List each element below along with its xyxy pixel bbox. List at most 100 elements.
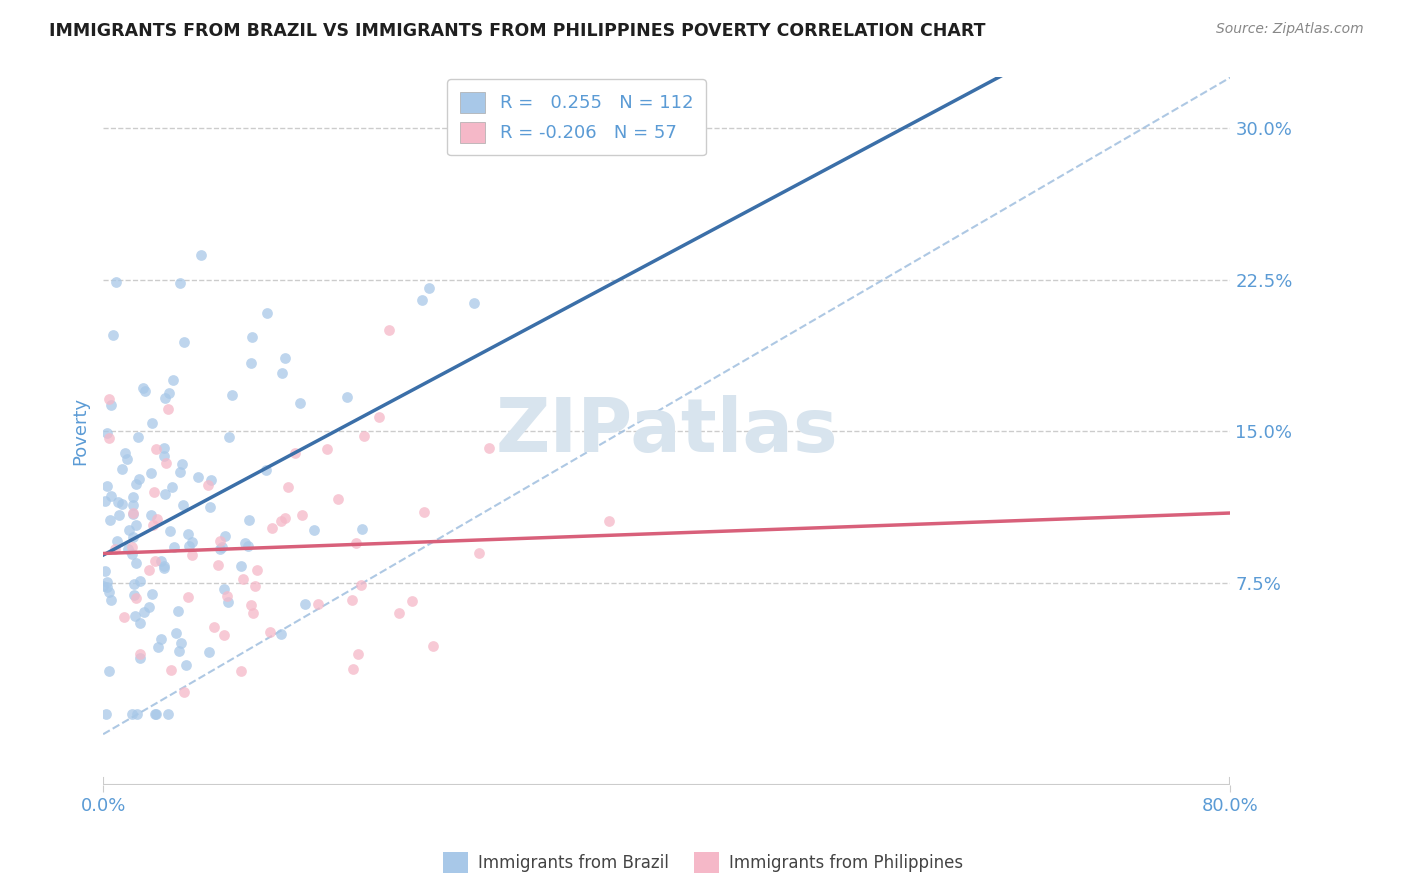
Point xyxy=(105,533,128,548)
Point xyxy=(239,599,262,613)
Point xyxy=(243,578,266,592)
Point xyxy=(198,645,221,659)
Text: IMMIGRANTS FROM BRAZIL VS IMMIGRANTS FROM PHILIPPINES POVERTY CORRELATION CHART: IMMIGRANTS FROM BRAZIL VS IMMIGRANTS FRO… xyxy=(49,22,986,40)
Point xyxy=(94,494,117,508)
Point xyxy=(124,518,146,533)
Point xyxy=(114,445,136,459)
Point xyxy=(208,541,231,556)
Point xyxy=(598,514,620,528)
Point xyxy=(422,640,444,654)
Point xyxy=(328,491,350,506)
Point xyxy=(167,644,190,658)
Point xyxy=(93,579,115,593)
Point xyxy=(413,505,436,519)
Point xyxy=(98,513,121,527)
Point xyxy=(232,572,254,586)
Point xyxy=(162,373,184,387)
Point xyxy=(240,356,263,370)
Point xyxy=(157,386,180,401)
Point xyxy=(254,463,277,477)
Point xyxy=(96,425,118,440)
Point xyxy=(307,598,329,612)
Point xyxy=(221,388,243,402)
Point xyxy=(155,456,177,470)
Point xyxy=(177,540,200,554)
Point xyxy=(166,604,188,618)
Point xyxy=(142,485,165,500)
Point xyxy=(150,554,173,568)
Point xyxy=(378,323,401,337)
Point xyxy=(153,561,176,575)
Point xyxy=(122,589,145,603)
Point xyxy=(122,576,145,591)
Point xyxy=(233,536,256,550)
Legend: Immigrants from Brazil, Immigrants from Philippines: Immigrants from Brazil, Immigrants from … xyxy=(436,846,970,880)
Point xyxy=(236,540,259,554)
Point xyxy=(187,470,209,484)
Point xyxy=(316,442,339,456)
Point xyxy=(401,594,423,608)
Point xyxy=(478,441,501,455)
Point xyxy=(111,462,134,476)
Point xyxy=(173,684,195,698)
Point xyxy=(121,547,143,561)
Point xyxy=(352,522,374,536)
Point xyxy=(197,478,219,492)
Point xyxy=(212,628,235,642)
Point xyxy=(105,275,128,289)
Point xyxy=(350,578,373,592)
Point xyxy=(96,479,118,493)
Point xyxy=(138,600,160,615)
Point xyxy=(169,276,191,290)
Point xyxy=(156,401,179,416)
Point xyxy=(242,606,264,620)
Point xyxy=(117,541,139,556)
Point xyxy=(240,330,263,344)
Point xyxy=(284,446,307,460)
Point xyxy=(107,508,129,522)
Point xyxy=(467,546,489,560)
Point xyxy=(128,651,150,665)
Point xyxy=(122,490,145,504)
Point xyxy=(169,465,191,479)
Point xyxy=(215,589,238,603)
Point xyxy=(200,473,222,487)
Point xyxy=(153,558,176,573)
Point xyxy=(181,548,204,562)
Point xyxy=(463,296,485,310)
Point xyxy=(127,429,149,443)
Point xyxy=(270,514,292,528)
Point xyxy=(344,536,367,550)
Point xyxy=(141,587,163,601)
Point xyxy=(153,392,176,406)
Point xyxy=(336,390,359,404)
Point xyxy=(100,398,122,412)
Point xyxy=(367,410,389,425)
Point xyxy=(207,558,229,572)
Point xyxy=(202,620,225,634)
Point xyxy=(122,530,145,544)
Point xyxy=(246,563,269,577)
Point xyxy=(340,593,363,607)
Point xyxy=(172,498,194,512)
Point xyxy=(112,609,135,624)
Point xyxy=(149,632,172,647)
Point xyxy=(132,605,155,619)
Point xyxy=(134,384,156,398)
Point xyxy=(277,480,299,494)
Point xyxy=(170,636,193,650)
Point xyxy=(388,606,411,620)
Point xyxy=(159,524,181,538)
Point xyxy=(124,609,146,624)
Point xyxy=(115,452,138,467)
Point xyxy=(98,392,121,406)
Point xyxy=(294,597,316,611)
Point xyxy=(260,520,283,534)
Point xyxy=(98,665,121,679)
Point xyxy=(122,506,145,520)
Point xyxy=(111,497,134,511)
Point xyxy=(125,591,148,606)
Point xyxy=(270,627,292,641)
Point xyxy=(165,626,187,640)
Point xyxy=(143,554,166,568)
